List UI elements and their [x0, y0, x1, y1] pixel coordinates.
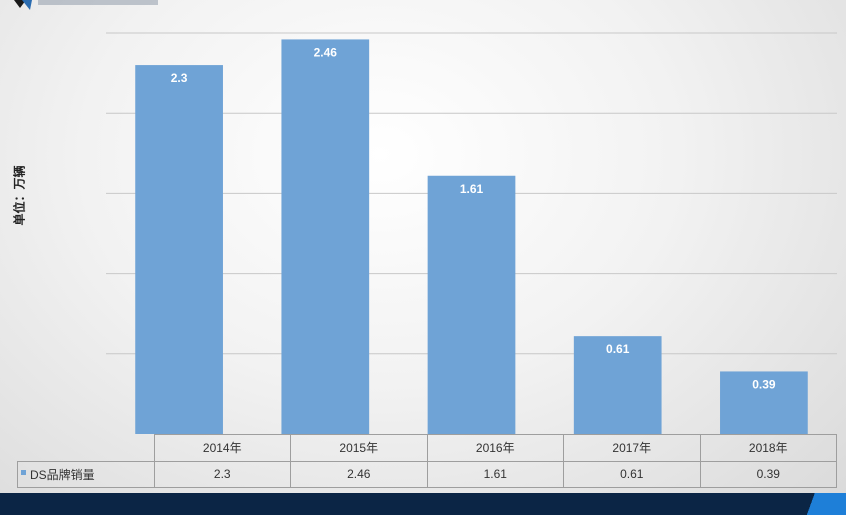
data-table-value: 0.39	[699, 460, 837, 488]
data-table: 2014年 2015年 2016年 2017年 2018年 DS品牌销量 2.3…	[17, 434, 837, 488]
data-table-value: 1.61	[426, 460, 564, 488]
data-label: 0.61	[606, 342, 630, 356]
data-label: 1.61	[460, 182, 484, 196]
legend-series-name: DS品牌销量	[30, 467, 95, 482]
logo-fragment	[14, 0, 158, 10]
data-table-series-row: DS品牌销量 2.3 2.46 1.61 0.61 0.39	[17, 460, 837, 488]
footer-band	[0, 493, 846, 515]
data-label: 0.39	[752, 377, 776, 391]
bar	[573, 336, 662, 434]
footer-accent	[798, 493, 846, 515]
bar	[427, 175, 516, 434]
y-axis-label-text: 单位：万辆	[12, 164, 27, 226]
data-table-category: 2018年	[699, 434, 837, 462]
data-table-category: 2016年	[426, 434, 564, 462]
data-table-category: 2017年	[563, 434, 701, 462]
data-table-value: 0.61	[563, 460, 701, 488]
bar	[135, 65, 223, 434]
data-table-legend: DS品牌销量	[17, 460, 155, 488]
data-table-value: 2.46	[290, 460, 428, 488]
data-table-category: 2014年	[153, 434, 291, 462]
legend-key-icon	[21, 470, 26, 476]
data-label: 2.3	[171, 71, 188, 85]
data-label: 2.46	[314, 45, 338, 59]
data-table-header-row: 2014年 2015年 2016年 2017年 2018年	[18, 434, 837, 462]
data-table-value: 2.3	[153, 460, 291, 488]
bar	[720, 371, 808, 434]
data-table-category: 2015年	[290, 434, 428, 462]
bar	[281, 39, 370, 434]
chart-plot: 2.3 2.46 1.61 0.61 0.39	[106, 32, 837, 434]
y-axis-label: 单位：万辆	[4, 150, 34, 240]
data-table-corner	[18, 435, 155, 462]
